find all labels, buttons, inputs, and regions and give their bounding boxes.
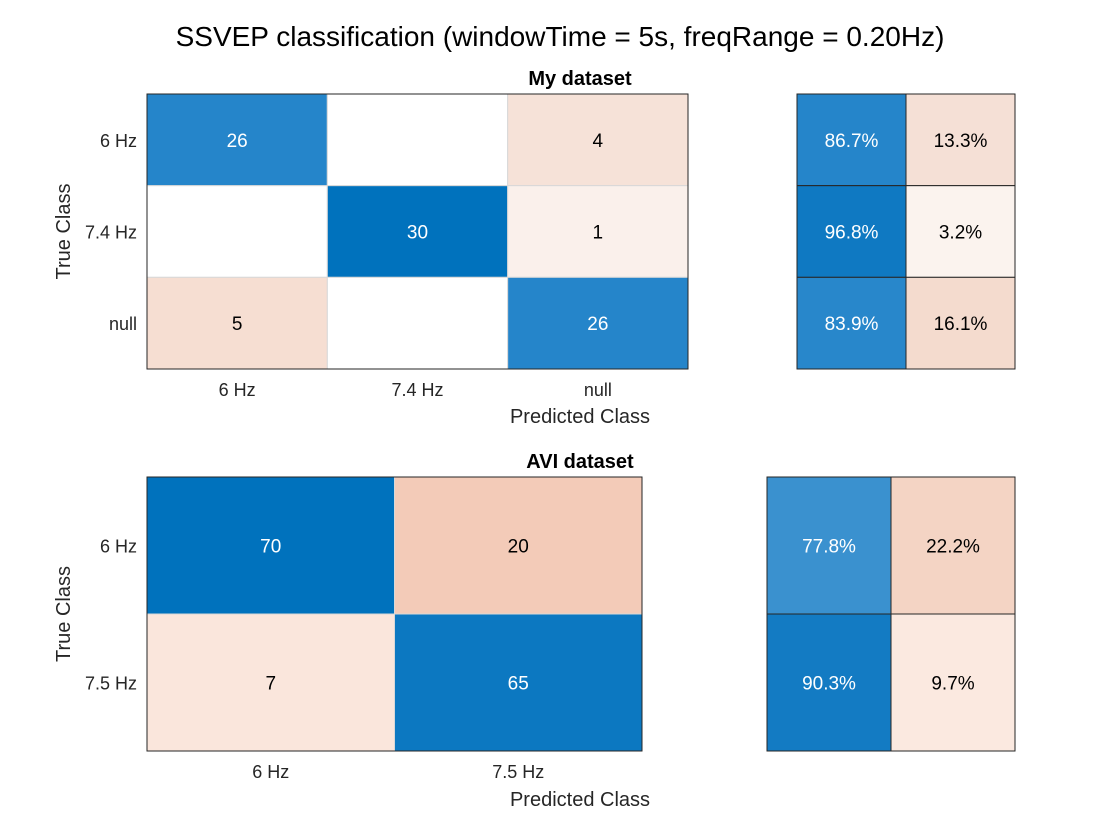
- summary-cell: [905, 185, 1016, 278]
- col-tick-label: 7.4 Hz: [391, 380, 443, 400]
- summary-cell: [796, 185, 907, 278]
- summary-cell: [890, 613, 1016, 752]
- summary-cell: [796, 93, 907, 187]
- col-tick-label: 6 Hz: [219, 380, 256, 400]
- matrix-cell: [326, 276, 509, 370]
- y-axis-label: True Class: [53, 184, 75, 280]
- summary-value-label: 16.1%: [934, 314, 988, 335]
- summary-cell: [766, 613, 892, 752]
- matrix-frame: [146, 476, 643, 752]
- cell-value-label: 5: [232, 314, 243, 335]
- summary-value-label: 9.7%: [931, 674, 974, 695]
- matrix-cell: [146, 93, 328, 187]
- matrix-cell: [146, 476, 395, 615]
- matrix-cell: [394, 613, 643, 752]
- summary-value-label: 22.2%: [926, 537, 980, 558]
- summary-cell: [796, 276, 907, 370]
- cell-value-label: 70: [260, 537, 281, 558]
- matrix-cell: [326, 93, 509, 187]
- matrix-cell: [507, 93, 689, 187]
- row-tick-label: null: [109, 314, 137, 334]
- summary-cell: [766, 476, 892, 615]
- col-tick-label: 6 Hz: [252, 762, 289, 782]
- summary-value-label: 83.9%: [825, 314, 879, 335]
- row-tick-label: 6 Hz: [100, 537, 137, 557]
- matrix-cell: [146, 276, 328, 370]
- row-tick-label: 6 Hz: [100, 131, 137, 151]
- matrix-cell: [326, 185, 509, 278]
- cell-value-label: 26: [587, 314, 608, 335]
- cell-value-label: 30: [407, 223, 428, 244]
- row-tick-label: 7.4 Hz: [85, 223, 137, 243]
- cell-value-label: 7: [265, 674, 276, 695]
- x-axis-label: Predicted Class: [510, 406, 650, 428]
- y-axis-label: True Class: [53, 566, 75, 662]
- matrix-cell: [146, 613, 395, 752]
- subplot-title: My dataset: [528, 68, 632, 90]
- cell-value-label: 20: [508, 537, 529, 558]
- summary-value-label: 3.2%: [939, 223, 982, 244]
- subplot-title: AVI dataset: [526, 451, 634, 473]
- cell-value-label: 26: [227, 131, 248, 152]
- summary-cell: [890, 476, 1016, 615]
- matrix-cell: [394, 476, 643, 615]
- cell-value-label: 4: [593, 131, 604, 152]
- cell-value-label: 1: [593, 223, 604, 244]
- x-axis-label: Predicted Class: [510, 789, 650, 811]
- summary-value-label: 13.3%: [934, 131, 988, 152]
- matrix-cell: [146, 185, 328, 278]
- summary-value-label: 77.8%: [802, 537, 856, 558]
- figure-title: SSVEP classification (windowTime = 5s, f…: [176, 21, 945, 52]
- summary-value-label: 96.8%: [825, 223, 879, 244]
- matrix-frame: [146, 93, 689, 370]
- matrix-cell: [507, 185, 689, 278]
- col-tick-label: null: [584, 380, 612, 400]
- summary-cell: [905, 276, 1016, 370]
- summary-value-label: 90.3%: [802, 674, 856, 695]
- matrix-cell: [507, 276, 689, 370]
- summary-cell: [905, 93, 1016, 187]
- cell-value-label: 65: [508, 674, 529, 695]
- col-tick-label: 7.5 Hz: [492, 762, 544, 782]
- summary-value-label: 86.7%: [825, 131, 879, 152]
- row-tick-label: 7.5 Hz: [85, 674, 137, 694]
